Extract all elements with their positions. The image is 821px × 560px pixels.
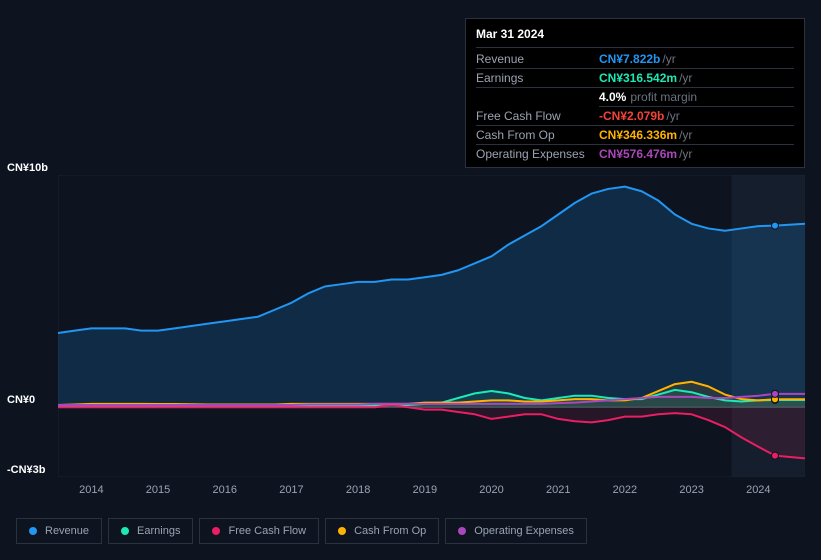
legend-dot-icon [121, 527, 129, 535]
tooltip-label: Revenue [476, 52, 591, 66]
y-axis-label: CN¥10b [7, 162, 48, 174]
legend-label: Operating Expenses [474, 525, 574, 537]
tooltip-date: Mar 31 2024 [476, 27, 794, 48]
legend-dot-icon [338, 527, 346, 535]
tooltip-row: Revenue CN¥7.822b/yr [476, 50, 794, 69]
legend-item-free-cash-flow[interactable]: Free Cash Flow [199, 518, 319, 544]
tooltip-label: Free Cash Flow [476, 109, 591, 123]
tooltip-row: Earnings CN¥316.542m/yr [476, 69, 794, 88]
tooltip-unit: /yr [666, 109, 679, 123]
tooltip-label: Earnings [476, 71, 591, 85]
tooltip-row: Operating Expenses CN¥576.476m/yr [476, 145, 794, 163]
x-axis-tick: 2017 [279, 484, 303, 496]
tooltip-label: Cash From Op [476, 128, 591, 142]
x-axis-tick: 2022 [613, 484, 637, 496]
x-axis-tick: 2019 [413, 484, 437, 496]
x-axis-tick: 2018 [346, 484, 370, 496]
tooltip-value: CN¥316.542m [599, 71, 677, 85]
tooltip-unit: /yr [679, 147, 692, 161]
tooltip-value: CN¥7.822b [599, 52, 660, 66]
legend-dot-icon [212, 527, 220, 535]
x-axis-tick: 2014 [79, 484, 103, 496]
legend-label: Earnings [137, 525, 180, 537]
x-axis-tick: 2015 [146, 484, 170, 496]
legend: Revenue Earnings Free Cash Flow Cash From O… [16, 518, 587, 544]
chart-tooltip: Mar 31 2024 Revenue CN¥7.822b/yr Earnings C… [465, 18, 805, 168]
legend-item-earnings[interactable]: Earnings [108, 518, 193, 544]
tooltip-margin: 4.0%profit margin [599, 88, 794, 107]
legend-item-cash-from-op[interactable]: Cash From Op [325, 518, 439, 544]
legend-label: Free Cash Flow [228, 525, 306, 537]
x-axis-tick: 2016 [212, 484, 236, 496]
legend-item-operating-expenses[interactable]: Operating Expenses [445, 518, 587, 544]
tooltip-unit: /yr [679, 71, 692, 85]
x-axis-tick: 2023 [679, 484, 703, 496]
tooltip-row: Cash From Op CN¥346.336m/yr [476, 126, 794, 145]
legend-item-revenue[interactable]: Revenue [16, 518, 102, 544]
tooltip-value: CN¥576.476m [599, 147, 677, 161]
legend-label: Revenue [45, 525, 89, 537]
x-axis-tick: 2021 [546, 484, 570, 496]
x-axis-tick: 2024 [746, 484, 770, 496]
financials-chart[interactable] [58, 175, 805, 477]
tooltip-value: -CN¥2.079b [599, 109, 664, 123]
x-axis: 2014 2015 2016 2017 2018 2019 2020 2021 2022 2023… [58, 484, 805, 502]
tooltip-row: Free Cash Flow -CN¥2.079b/yr [476, 107, 794, 126]
y-axis-label: -CN¥3b [7, 464, 46, 476]
tooltip-unit: /yr [679, 128, 692, 142]
legend-label: Cash From Op [354, 525, 426, 537]
tooltip-unit: /yr [662, 52, 675, 66]
tooltip-label: Operating Expenses [476, 147, 591, 161]
legend-dot-icon [458, 527, 466, 535]
legend-dot-icon [29, 527, 37, 535]
y-axis-label: CN¥0 [7, 394, 35, 406]
tooltip-value: CN¥346.336m [599, 128, 677, 142]
x-axis-tick: 2020 [479, 484, 503, 496]
